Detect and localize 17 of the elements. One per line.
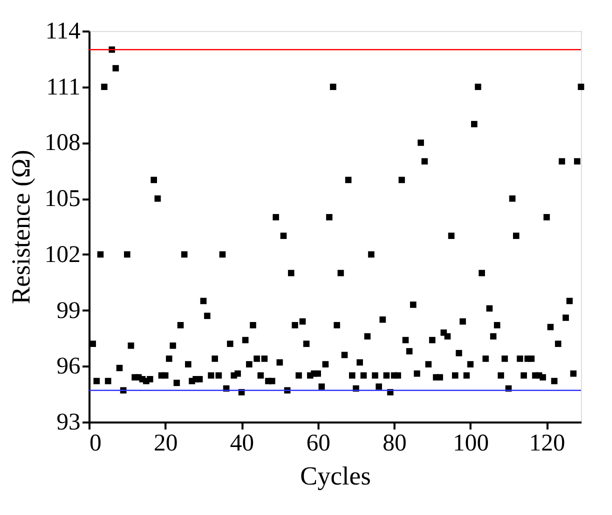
x-tick-label: 60: [306, 430, 330, 456]
y-tick-label: 96: [56, 354, 80, 380]
y-tick-label: 102: [44, 242, 80, 268]
y-tick-label: 93: [56, 410, 80, 436]
y-tick-label: 105: [44, 186, 80, 212]
x-axis-title: Cycles: [300, 462, 371, 490]
y-axis-title: Resistence (Ω): [6, 150, 36, 304]
x-tick-label: 0: [90, 430, 102, 456]
x-tick-label: 20: [154, 430, 178, 456]
x-tick-label: 80: [382, 430, 407, 456]
y-tick-label: 114: [45, 18, 80, 44]
x-tick-label: 100: [452, 430, 489, 456]
x-tick-label: 40: [230, 430, 254, 456]
y-tick-label: 99: [56, 298, 80, 324]
x-tick-label: 120: [529, 430, 566, 456]
y-tick-label: 111: [46, 74, 80, 100]
y-tick-label: 108: [44, 130, 80, 156]
